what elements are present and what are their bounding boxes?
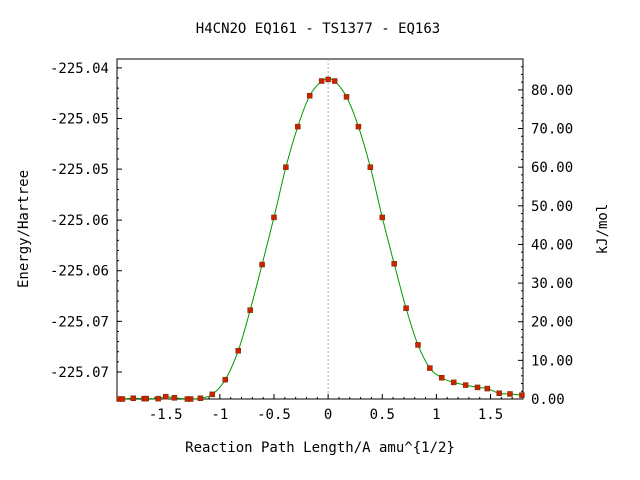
data-point xyxy=(119,396,126,402)
data-point xyxy=(187,396,194,402)
data-point xyxy=(519,392,525,398)
right-tick-label: 30.00 xyxy=(531,276,573,292)
data-point xyxy=(462,382,469,388)
data-point xyxy=(143,395,149,402)
x-tick-label: -1 xyxy=(211,407,228,423)
x-axis-label: Reaction Path Length/A amu^{1/2} xyxy=(185,440,455,456)
right-tick-label: 40.00 xyxy=(531,237,573,253)
data-point xyxy=(496,390,502,396)
data-point xyxy=(197,395,204,401)
data-point xyxy=(325,76,331,83)
data-point xyxy=(450,379,457,386)
data-point xyxy=(439,375,445,381)
data-point xyxy=(391,261,397,267)
data-point xyxy=(247,307,253,313)
right-y-axis-label: kJ/mol xyxy=(595,204,611,255)
left-tick-label: -225.06 xyxy=(50,264,109,280)
right-tick-label: 80.00 xyxy=(531,83,573,99)
data-point xyxy=(355,123,362,130)
plot-frame xyxy=(116,58,524,400)
data-point xyxy=(162,393,169,400)
left-tick-label: -225.05 xyxy=(50,112,109,128)
data-point xyxy=(271,214,277,221)
data-point xyxy=(235,347,242,354)
left-tick-label: -225.07 xyxy=(50,365,109,381)
data-point xyxy=(367,164,374,170)
x-tick-label: 1.5 xyxy=(478,407,503,423)
data-point xyxy=(295,123,301,130)
energy-profile-line xyxy=(119,78,522,400)
data-point xyxy=(306,92,313,99)
right-tick-label: 10.00 xyxy=(531,353,573,369)
data-point xyxy=(403,305,409,311)
left-y-axis-label: Energy/Hartree xyxy=(16,170,32,288)
right-y-axis-ticks: 0.00 10.00 20.00 30.00 40.00 50.00 60.00 70.00 8… xyxy=(518,66,573,408)
data-point xyxy=(484,385,491,392)
left-tick-label: -225.04 xyxy=(50,61,109,77)
x-tick-label: 0.5 xyxy=(370,407,395,423)
left-y-axis-ticks: -225.04 -225.05 -225.05 -225.06 -225.06 -225.… xyxy=(50,61,122,381)
x-tick-label: -1.5 xyxy=(149,407,183,423)
data-point xyxy=(130,395,136,401)
right-tick-label: 20.00 xyxy=(531,315,573,331)
data-point xyxy=(343,94,350,100)
left-tick-label: -225.05 xyxy=(50,162,109,178)
right-tick-label: 70.00 xyxy=(531,122,573,138)
data-point xyxy=(318,78,325,84)
data-point xyxy=(259,261,265,268)
x-tick-label: 1 xyxy=(432,407,440,423)
data-point xyxy=(209,391,216,398)
data-point xyxy=(331,78,338,84)
data-point xyxy=(171,395,178,401)
data-point xyxy=(427,365,433,371)
data-point xyxy=(379,214,386,221)
right-tick-label: 50.00 xyxy=(531,199,573,215)
data-point xyxy=(283,164,289,170)
data-point xyxy=(474,384,481,391)
chart-title: H4CN2O EQ161 - TS1377 - EQ163 xyxy=(196,21,440,37)
energy-profile-points xyxy=(116,76,525,402)
data-point xyxy=(155,395,161,402)
right-tick-label: 0.00 xyxy=(531,392,565,408)
left-tick-label: -225.06 xyxy=(50,213,109,229)
left-tick-label: -225.07 xyxy=(50,314,109,330)
data-point xyxy=(222,376,229,383)
x-tick-label: 0 xyxy=(324,407,332,423)
data-point xyxy=(415,342,421,348)
x-tick-label: -0.5 xyxy=(257,407,291,423)
data-point xyxy=(507,391,513,397)
right-tick-label: 60.00 xyxy=(531,160,573,176)
